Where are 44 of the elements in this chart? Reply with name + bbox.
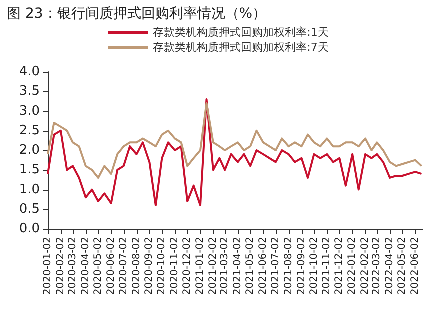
legend-label: 存款类机构质押式回购加权利率:7天 <box>153 41 329 54</box>
y-tick-label: 3.5 <box>19 84 40 100</box>
x-tick-label: 2020-06-02 <box>106 237 117 296</box>
x-tick-label: 2022-04-02 <box>384 237 396 296</box>
x-tick-label: 2020-07-02 <box>118 237 130 296</box>
x-tick-label: 2022-01-02 <box>347 237 358 296</box>
x-tick-label: 2020-03-02 <box>68 237 78 296</box>
legend-label: 存款类机构质押式回购加权利率:1天 <box>153 26 329 39</box>
x-tick-label: 2022-03-02 <box>372 237 383 296</box>
x-tick-label: 2020-02-02 <box>55 237 66 296</box>
y-tick-label: 2.5 <box>19 123 40 138</box>
x-tick-label: 2021-01-02 <box>195 237 206 296</box>
x-tick-label: 2021-03-02 <box>220 237 231 296</box>
y-tick-label: 3.0 <box>19 104 40 119</box>
y-tick-label: 0.0 <box>19 222 40 236</box>
x-tick-label: 2021-08-02 <box>283 237 294 296</box>
x-tick-label: 2020-12-02 <box>182 237 194 296</box>
chart-title: 图 23：银行间质押式回购利率情况（%） <box>7 6 267 22</box>
x-tick-label: 2021-04-02 <box>232 237 244 296</box>
y-tick-label: 1.0 <box>19 182 40 198</box>
x-tick-label: 2022-02-02 <box>360 237 371 296</box>
y-tick-label: 0.5 <box>19 202 40 217</box>
x-tick-label: 2020-01-02 <box>42 237 54 296</box>
x-tick-label: 2021-10-02 <box>308 237 320 296</box>
x-tick-label: 2020-05-02 <box>92 237 104 296</box>
line-series <box>47 98 423 206</box>
x-tick-label: 2022-06-02 <box>410 237 421 296</box>
x-tick-label: 2021-02-02 <box>208 237 219 296</box>
x-tick-label: 2020-10-02 <box>156 237 168 296</box>
x-tick-label: 2020-09-02 <box>144 237 156 296</box>
x-tick-label: 2020-04-02 <box>80 237 92 296</box>
y-tick-label: 1.5 <box>19 162 40 178</box>
x-tick-label: 2021-05-02 <box>245 237 256 296</box>
x-tick-label: 2021-12-02 <box>334 237 346 296</box>
x-tick-label: 2020-08-02 <box>131 237 142 296</box>
x-tick-label: 2021-06-02 <box>258 237 269 296</box>
x-tick-label: 2021-09-02 <box>296 237 308 296</box>
y-tick-label: 4.0 <box>19 64 40 80</box>
x-tick-label: 2022-05-02 <box>397 237 408 296</box>
x-tick-label: 2021-07-02 <box>270 237 282 296</box>
y-tick-label: 2.0 <box>19 143 40 158</box>
x-tick-label: 2020-11-02 <box>170 237 181 296</box>
line-series <box>47 102 423 179</box>
x-tick-label: 2021-11-02 <box>322 237 333 296</box>
